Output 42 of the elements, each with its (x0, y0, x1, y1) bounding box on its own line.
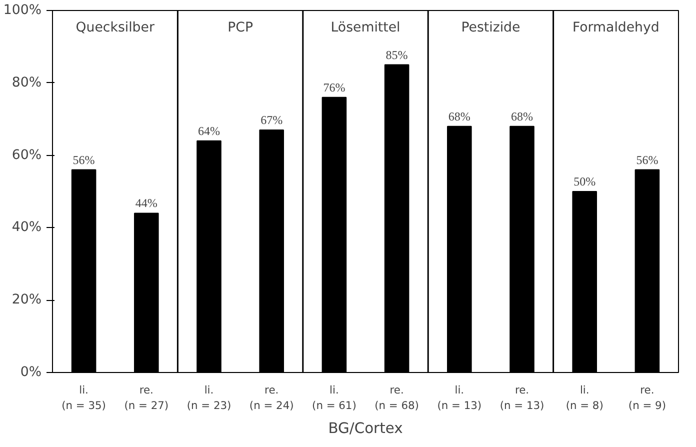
data-label: 64% (198, 124, 220, 138)
data-label: 44% (135, 196, 158, 210)
annotation: Quecksilber (76, 20, 155, 36)
annotation: PCP (228, 20, 253, 36)
x-tick-label: li. (n = 8) (566, 384, 604, 412)
x-axis-title: BG/Cortex (328, 420, 404, 438)
annotation: Lösemittel (330, 20, 400, 36)
data-label: 68% (511, 109, 533, 124)
data-label: 67% (260, 112, 283, 127)
x-tick-label: re. (n = 13) (500, 384, 544, 412)
data-label: 50% (574, 174, 596, 188)
data-label: 68% (448, 109, 470, 124)
bar (384, 64, 410, 372)
x-tick-label: re. (n = 9) (628, 384, 666, 412)
bar (634, 169, 660, 372)
bar (572, 191, 597, 372)
bar (196, 140, 222, 372)
annotation: Pestizide (461, 20, 520, 36)
y-tick-label: 0% (20, 365, 42, 380)
data-label: 85% (386, 48, 408, 62)
data-label: 56% (636, 152, 658, 167)
data-label: 76% (323, 80, 346, 94)
x-tick-label: li. (n = 13) (437, 384, 482, 412)
bar (510, 126, 534, 372)
bar (322, 96, 347, 372)
x-tick-label: li. (n = 23) (186, 384, 232, 412)
data-label: 56% (72, 152, 95, 167)
x-tick-label: li. (n = 35) (62, 384, 106, 412)
x-tick-label: re. (n = 24) (249, 384, 294, 412)
y-tick-label: 80% (12, 75, 42, 90)
x-tick-label: re. (n = 27) (124, 384, 169, 412)
bar (71, 169, 96, 372)
annotation: Formaldehyd (572, 20, 660, 36)
y-tick-label: 100% (3, 3, 42, 18)
y-tick-label: 60% (12, 148, 42, 163)
y-tick-label: 20% (12, 292, 42, 308)
y-tick-label: 40% (12, 220, 42, 236)
x-tick-label: li. (n = 61) (312, 384, 356, 412)
bar (447, 126, 472, 372)
bar (134, 212, 159, 372)
x-tick-label: re. (n = 68) (374, 384, 419, 412)
bar (259, 129, 284, 372)
